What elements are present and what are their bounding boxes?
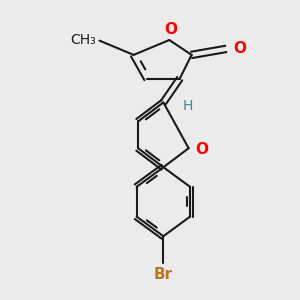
Text: H: H: [183, 99, 193, 113]
Text: O: O: [233, 40, 246, 56]
Text: Br: Br: [154, 266, 173, 281]
Text: O: O: [195, 142, 208, 157]
Text: CH₃: CH₃: [71, 33, 97, 47]
Text: O: O: [164, 22, 177, 37]
